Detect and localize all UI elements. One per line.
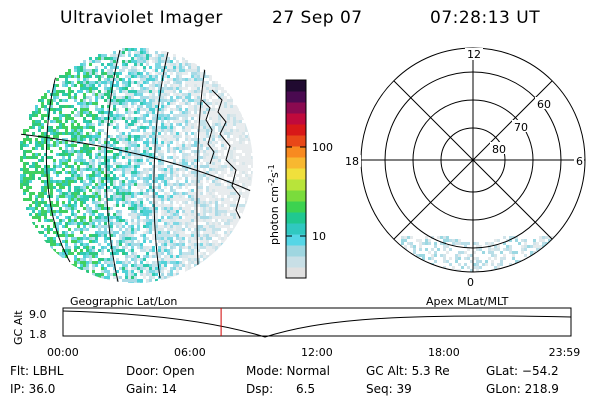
door-label: Door: Open bbox=[126, 364, 195, 378]
x-tick-label: 18:00 bbox=[428, 346, 460, 359]
lat-label-70: 70 bbox=[514, 121, 528, 134]
lat-label-80: 80 bbox=[492, 143, 506, 156]
x-tick-label: 00:00 bbox=[47, 346, 79, 359]
x-tick-label: 06:00 bbox=[174, 346, 206, 359]
colorbar-tick-100: 100 bbox=[312, 141, 333, 154]
globe-grid bbox=[17, 49, 253, 283]
altitude-curve bbox=[62, 310, 572, 338]
lat-label-60: 60 bbox=[537, 98, 551, 111]
geographic-globe-image bbox=[17, 47, 253, 283]
color-scale-bar: 100 10 photon cm-2s-1 bbox=[267, 79, 333, 279]
gain-label: Gain: 14 bbox=[126, 382, 177, 396]
mode-label: Mode: Normal bbox=[246, 364, 330, 378]
coastline-island bbox=[201, 99, 215, 165]
date-label: 27 Sep 07 bbox=[272, 8, 363, 28]
glat-label: GLat: −54.2 bbox=[486, 364, 559, 378]
seq-label: Seq: 39 bbox=[366, 382, 412, 396]
y-tick-max: 9.0 bbox=[29, 308, 47, 321]
colorbar-tick-10: 10 bbox=[312, 230, 326, 243]
magnetic-polar-plot: 12 18 6 0 60 70 80 bbox=[343, 47, 586, 289]
mlt-label-0: 0 bbox=[467, 276, 474, 289]
mlt-label-6: 6 bbox=[576, 155, 583, 168]
colorbar-unit-label: photon cm-2s-1 bbox=[267, 164, 281, 245]
altitude-timeline: Geographic Lat/Lon Apex MLat/MLT GC Alt … bbox=[12, 295, 580, 359]
dsp-label: Dsp: 6.5 bbox=[246, 382, 316, 396]
instrument-title: Ultraviolet Imager bbox=[60, 8, 223, 28]
apex-caption: Apex MLat/MLT bbox=[426, 295, 509, 308]
y-tick-min: 1.8 bbox=[29, 328, 47, 341]
y-axis-label: GC Alt bbox=[12, 310, 25, 345]
geographic-caption: Geographic Lat/Lon bbox=[70, 295, 177, 308]
filter-label: Flt: LBHL bbox=[10, 364, 64, 378]
timeline-frame bbox=[62, 307, 572, 337]
mlt-label-18: 18 bbox=[345, 155, 359, 168]
x-tick-label: 12:00 bbox=[301, 346, 333, 359]
mlt-label-12: 12 bbox=[467, 48, 481, 61]
gc-alt-label: GC Alt: 5.3 Re bbox=[366, 364, 450, 378]
glon-label: GLon: 218.9 bbox=[486, 382, 559, 396]
ip-label: IP: 36.0 bbox=[10, 382, 56, 396]
time-label: 07:28:13 UT bbox=[430, 8, 541, 28]
x-tick-label: 23:59 bbox=[549, 346, 581, 359]
